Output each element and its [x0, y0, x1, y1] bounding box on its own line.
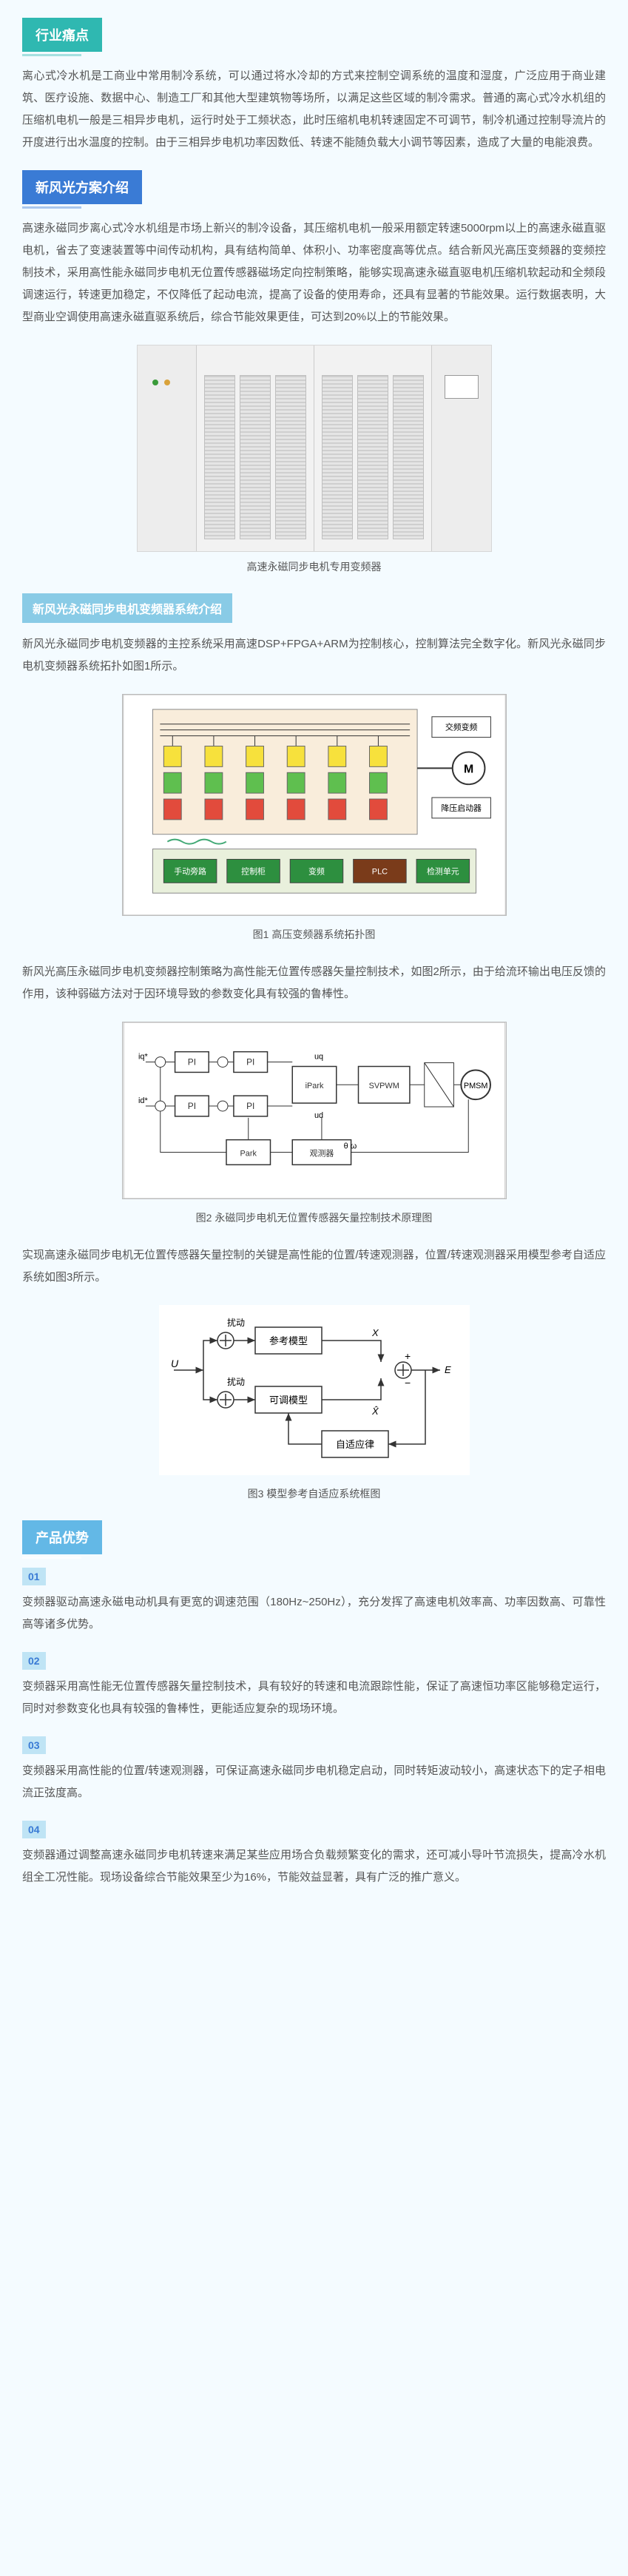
product-caption: 高速永磁同步电机专用变频器: [22, 559, 606, 574]
section-header-solution: 新风光方案介绍: [22, 170, 142, 204]
section-header-advantages: 产品优势: [22, 1520, 102, 1554]
advantage-item: 02 变频器采用高性能无位置传感器矢量控制技术，具有较好的转速和电流跟踪性能，保证…: [22, 1652, 606, 1720]
advantages-list: 01 变频器驱动高速永磁电动机具有更宽的调速范围（180Hz~250Hz），充分发…: [22, 1568, 606, 1889]
svg-text:iPark: iPark: [305, 1082, 323, 1090]
svg-text:可调模型: 可调模型: [269, 1395, 307, 1406]
svg-text:PMSM: PMSM: [463, 1082, 487, 1090]
product-image: FGI 新风光: [137, 345, 492, 552]
advantage-number: 01: [22, 1568, 46, 1585]
mras-diagram: 参考模型 可调模型 自适应律: [159, 1305, 470, 1475]
advantage-text: 变频器采用高性能的位置/转速观测器，可保证高速永磁同步电机稳定启动，同时转矩波动…: [22, 1760, 606, 1804]
advantage-item: 01 变频器驱动高速永磁电动机具有更宽的调速范围（180Hz~250Hz），充分发…: [22, 1568, 606, 1636]
advantage-item: 03 变频器采用高性能的位置/转速观测器，可保证高速永磁同步电机稳定启动，同时转矩…: [22, 1736, 606, 1804]
brand-left: FGI 新风光: [146, 349, 187, 363]
svg-text:PI: PI: [246, 1101, 254, 1111]
advantage-text: 变频器采用高性能无位置传感器矢量控制技术，具有较好的转速和电流跟踪性能，保证了高…: [22, 1676, 606, 1720]
fig1-caption: 图1 高压变频器系统拓扑图: [22, 927, 606, 942]
svg-text:PLC: PLC: [371, 867, 387, 876]
sub-header-system: 新风光永磁同步电机变频器系统介绍: [22, 593, 232, 623]
advantage-number: 04: [22, 1821, 46, 1838]
svg-text:U: U: [171, 1358, 179, 1369]
system-para2: 新风光高压永磁同步电机变频器控制策略为高性能无位置传感器矢量控制技术，如图2所示…: [22, 961, 606, 1005]
svg-text:参考模型: 参考模型: [269, 1335, 307, 1346]
svg-text:id*: id*: [138, 1096, 148, 1105]
svg-text:X: X: [371, 1327, 379, 1338]
svg-text:控制柜: 控制柜: [241, 866, 266, 876]
svg-text:交频变频: 交频变频: [445, 722, 477, 732]
svg-text:PI: PI: [187, 1101, 195, 1111]
advantage-number: 03: [22, 1736, 46, 1754]
svg-text:θ ω: θ ω: [343, 1142, 357, 1151]
fig3-caption: 图3 模型参考自适应系统框图: [22, 1486, 606, 1501]
figure-1: M 交频变频 降压启动器 手动旁路 控制柜 变频 PLC 检测单元 图1 高压变频器系统…: [22, 694, 606, 942]
topology-diagram: M 交频变频 降压启动器 手动旁路 控制柜 变频 PLC 检测单元: [122, 694, 507, 916]
svg-text:X̂: X̂: [371, 1406, 379, 1417]
svg-text:降压启动器: 降压启动器: [441, 803, 482, 813]
figure-2: PI PI PI PI iPark SVPWM 观测器 Park PMSM: [22, 1022, 606, 1225]
svg-text:变频: 变频: [308, 866, 325, 876]
advantage-item: 04 变频器通过调整高速永磁同步电机转速来满足某些应用场合负载频繁变化的需求，还可…: [22, 1821, 606, 1889]
svg-text:SVPWM: SVPWM: [368, 1082, 399, 1090]
svg-text:iq*: iq*: [138, 1053, 148, 1062]
svg-text:观测器: 观测器: [309, 1148, 334, 1158]
svg-text:扰动: 扰动: [227, 1377, 245, 1387]
svg-text:检测单元: 检测单元: [427, 866, 459, 876]
svg-text:ud: ud: [314, 1111, 323, 1120]
advantage-number: 02: [22, 1652, 46, 1670]
svg-text:M: M: [463, 763, 473, 775]
svg-text:手动旁路: 手动旁路: [174, 866, 206, 876]
section-title: 行业痛点: [36, 28, 89, 43]
svg-text:PI: PI: [246, 1057, 254, 1068]
pain-body: 离心式冷水机是工商业中常用制冷系统，可以通过将水冷却的方式来控制空调系统的温度和…: [22, 65, 606, 154]
sub-title: 新风光永磁同步电机变频器系统介绍: [33, 604, 222, 616]
advantage-text: 变频器驱动高速永磁电动机具有更宽的调速范围（180Hz~250Hz），充分发挥了…: [22, 1591, 606, 1636]
svg-text:−: −: [405, 1377, 411, 1389]
svg-text:+: +: [405, 1350, 411, 1362]
fig2-caption: 图2 永磁同步电机无位置传感器矢量控制技术原理图: [22, 1210, 606, 1225]
product-figure: FGI 新风光 高速永磁同步电机专用变频器: [22, 345, 606, 574]
system-intro: 新风光永磁同步电机变频器的主控系统采用高速DSP+FPGA+ARM为控制核心，控…: [22, 633, 606, 678]
vector-control-diagram: PI PI PI PI iPark SVPWM 观测器 Park PMSM: [122, 1022, 507, 1199]
section-title: 产品优势: [36, 1531, 89, 1545]
figure-3: 参考模型 可调模型 自适应律: [22, 1305, 606, 1501]
advantage-text: 变频器通过调整高速永磁同步电机转速来满足某些应用场合负载频繁变化的需求，还可减小…: [22, 1844, 606, 1889]
svg-text:Park: Park: [240, 1149, 257, 1158]
svg-text:uq: uq: [314, 1053, 323, 1062]
svg-text:E: E: [445, 1364, 451, 1375]
brand-right: [475, 349, 482, 363]
section-title: 新风光方案介绍: [36, 181, 129, 195]
system-para3: 实现高速永磁同步电机无位置传感器矢量控制的关键是高性能的位置/转速观测器，位置/…: [22, 1244, 606, 1289]
section-header-pain: 行业痛点: [22, 18, 102, 52]
svg-text:PI: PI: [187, 1057, 195, 1068]
svg-text:扰动: 扰动: [227, 1318, 245, 1328]
solution-body: 高速永磁同步离心式冷水机组是市场上新兴的制冷设备，其压缩机电机一般采用额定转速5…: [22, 218, 606, 328]
svg-text:自适应律: 自适应律: [335, 1439, 374, 1450]
